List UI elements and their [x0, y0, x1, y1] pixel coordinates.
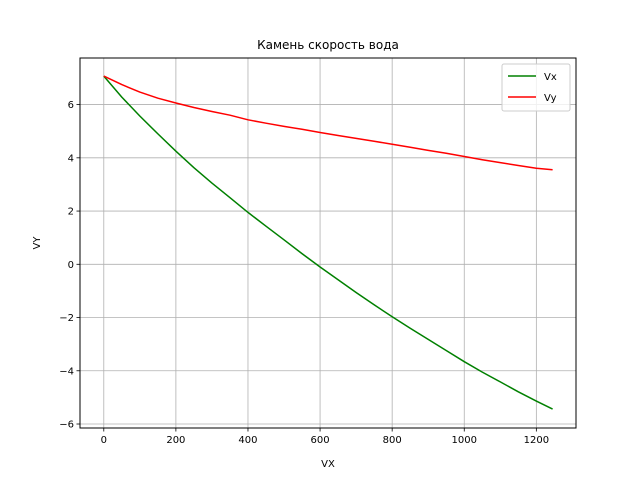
series-line-vy: [103, 75, 553, 171]
y-axis-label: VY: [32, 236, 43, 250]
x-tick-label-1: 200: [166, 435, 185, 446]
y-tick-label-2: −2: [59, 313, 74, 324]
y-tick-label-3: 0: [68, 260, 74, 271]
y-tick-label-4: 2: [68, 207, 74, 218]
legend-frame: [501, 63, 571, 112]
plot-frame: [79, 57, 577, 429]
x-tick-label-6: 1200: [524, 435, 549, 446]
y-tick-label-6: 6: [68, 100, 74, 111]
x-tick-label-5: 1000: [452, 435, 477, 446]
legend-label-vx: Vx: [544, 72, 557, 83]
x-tick-label-0: 0: [101, 435, 107, 446]
x-tick-label-3: 600: [311, 435, 330, 446]
series-layer: [103, 75, 553, 410]
ticks: 0 200 400 600 800 1000 1200 −6 −4 −2 0 2 4 6: [59, 100, 549, 446]
chart-title: Камень скорость вода: [257, 38, 399, 52]
series-line-vx: [103, 75, 553, 410]
y-tick-label-0: −6: [59, 420, 74, 431]
y-tick-label-1: −4: [59, 366, 74, 377]
x-tick-label-4: 800: [383, 435, 402, 446]
y-tick-label-5: 4: [68, 153, 74, 164]
legend-label-vy: Vy: [544, 93, 557, 104]
legend: Vx Vy: [501, 63, 571, 112]
x-axis-label: VX: [321, 459, 335, 470]
x-tick-label-2: 400: [238, 435, 257, 446]
